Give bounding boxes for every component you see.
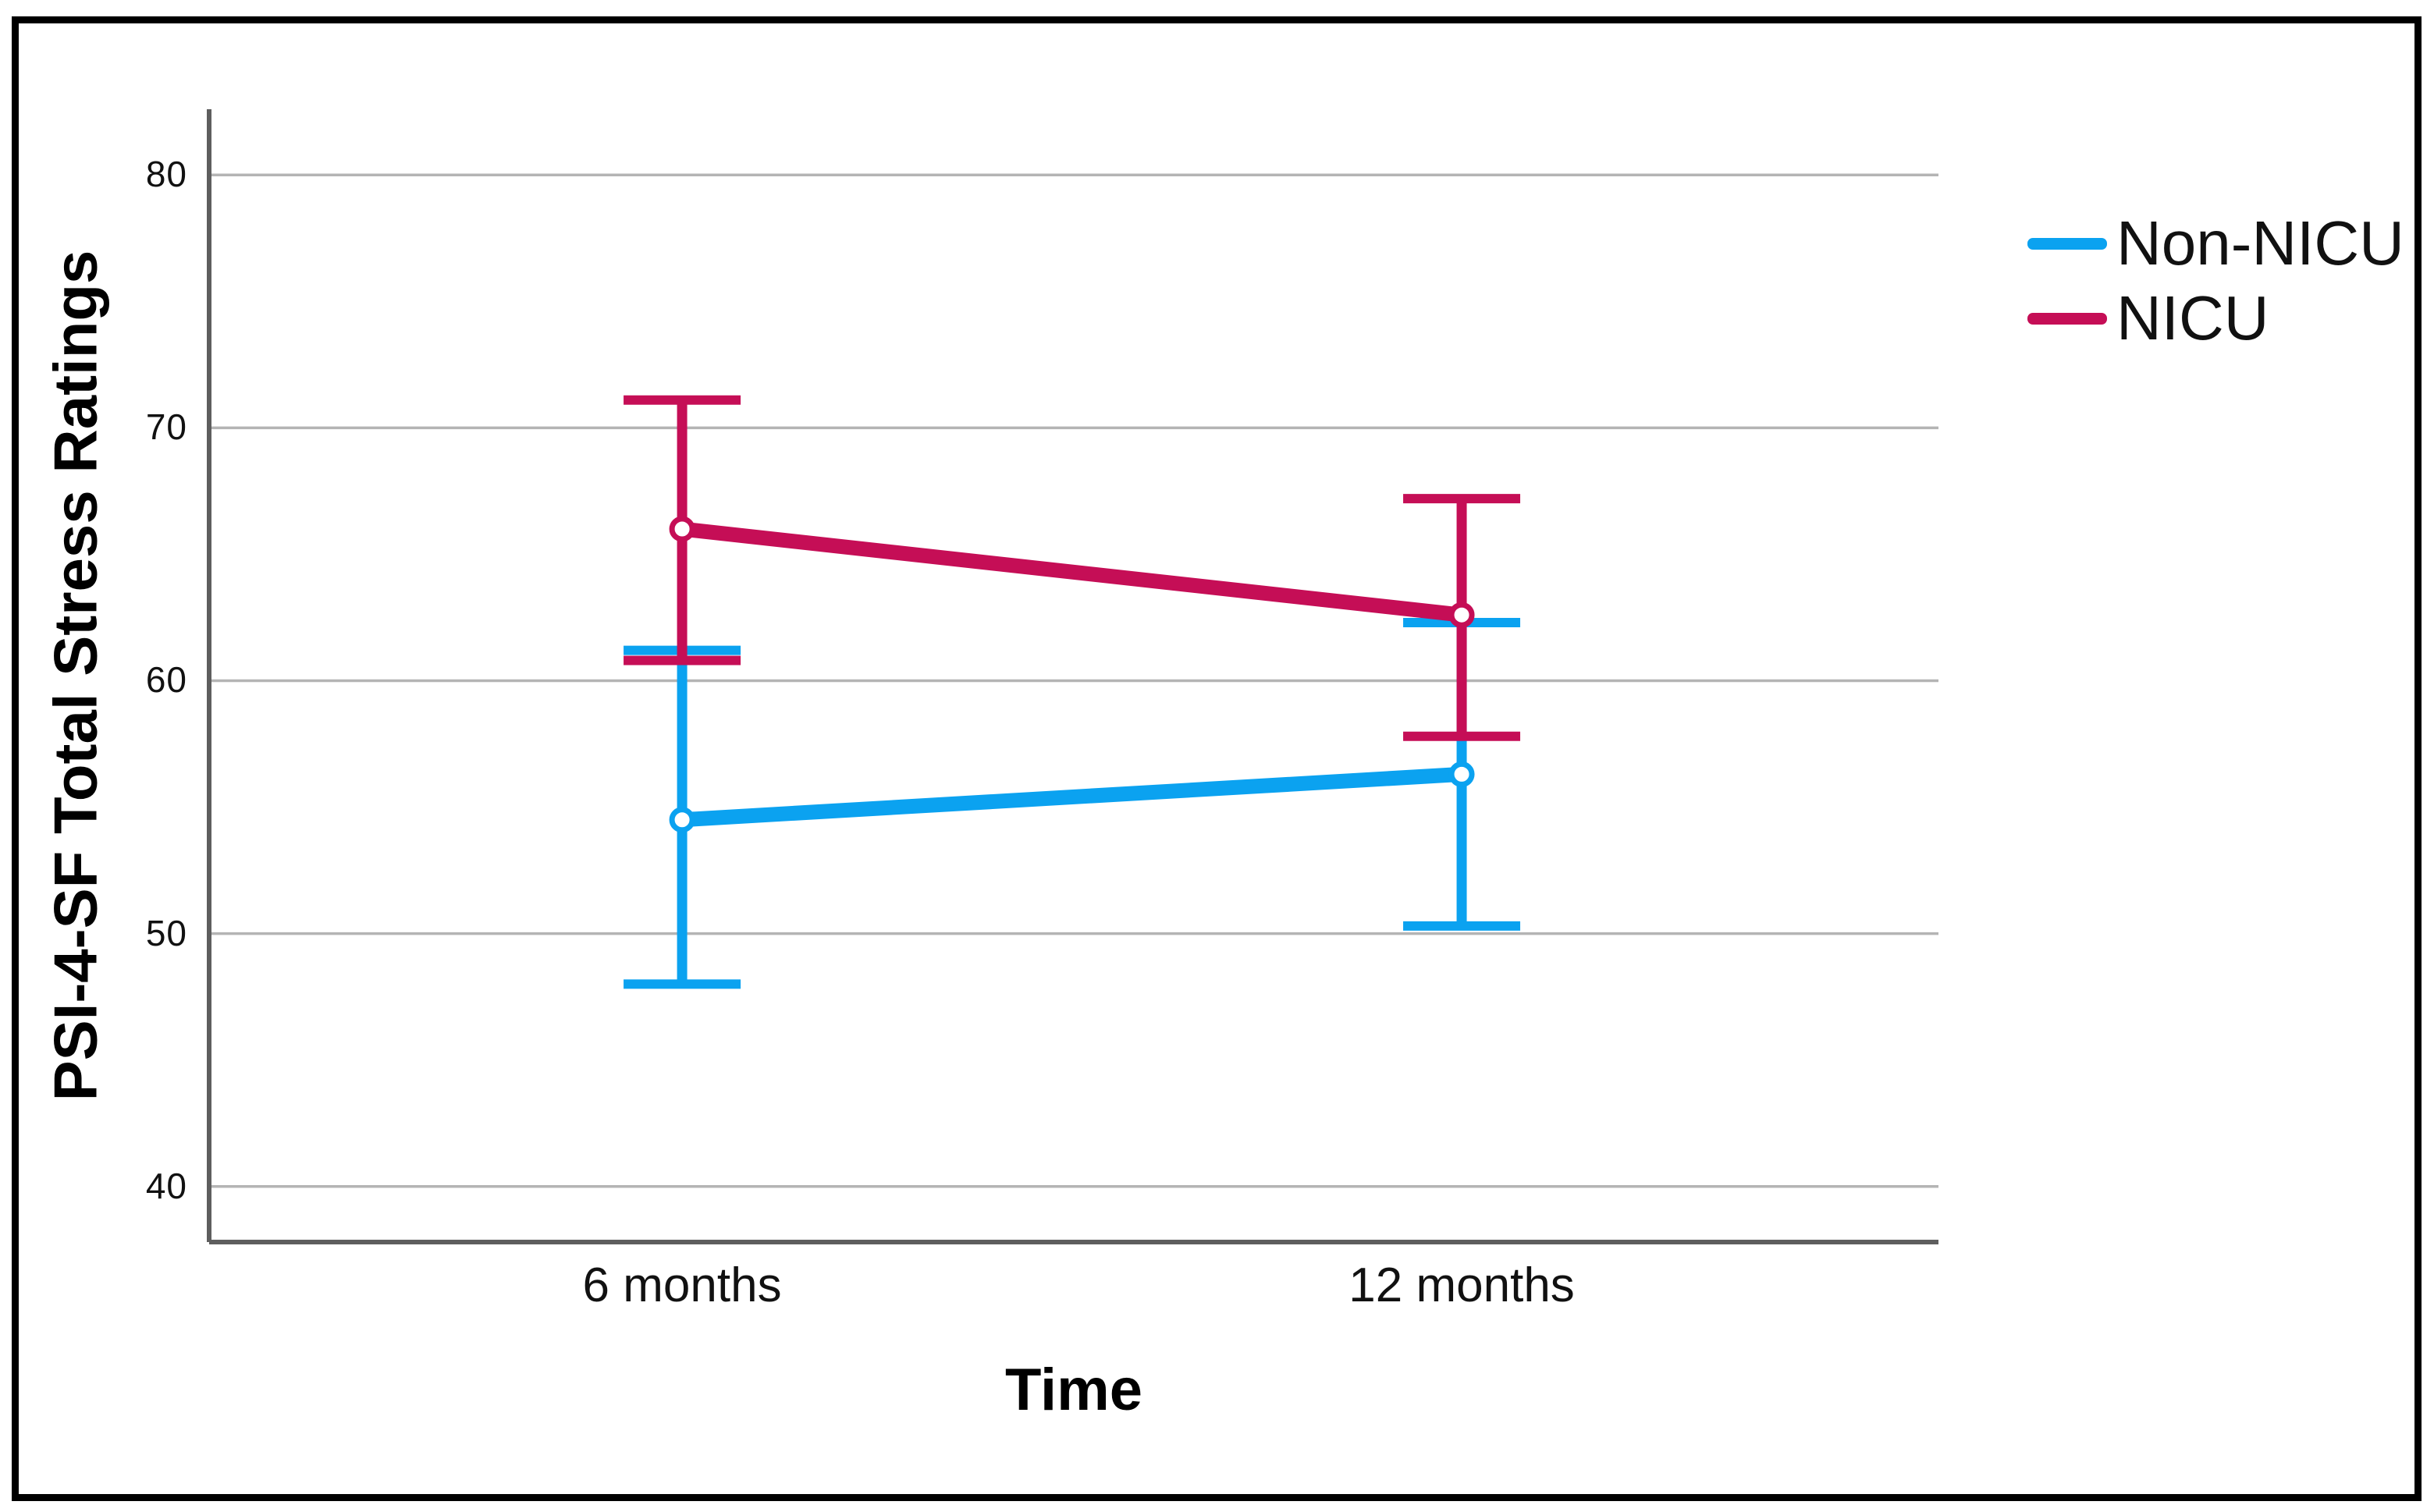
y-tick-label-40: 40 [145,1165,187,1206]
y-tick-label-50: 50 [145,912,187,953]
x-tick-label-12-months: 12 months [1348,1258,1575,1312]
y-tick-label-80: 80 [145,154,187,195]
y-tick-label-70: 70 [145,406,187,448]
legend-label-nicu: NICU [2116,283,2269,353]
figure-border [12,16,2422,1501]
x-tick-label-6-months: 6 months [582,1258,782,1312]
x-axis-title: Time [1004,1357,1143,1423]
legend-item-nicu: NICU [2027,283,2404,353]
legend-swatch-nicu-icon [2027,312,2107,325]
legend: Non-NICU NICU [2027,208,2404,353]
legend-swatch-non-nicu-icon [2027,237,2107,250]
y-tick-label-60: 60 [145,659,187,701]
legend-item-non-nicu: Non-NICU [2027,208,2404,278]
legend-label-non-nicu: Non-NICU [2116,208,2404,278]
